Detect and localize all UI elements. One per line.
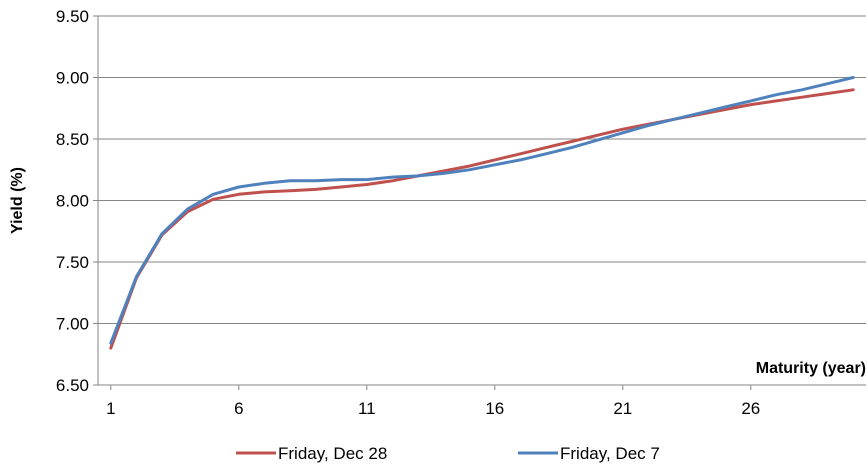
y-axis-title: Yield (%) [9,167,26,234]
y-tick-label: 8.50 [56,130,89,149]
y-tick-label: 6.50 [56,376,89,395]
series-lines [109,76,855,350]
x-tick-label: 6 [234,399,243,418]
x-tick-label: 21 [613,399,632,418]
y-tick-label: 7.50 [56,253,89,272]
legend-label-friday-dec-7: Friday, Dec 7 [560,444,660,463]
x-tick-label: 26 [741,399,760,418]
legend: Friday, Dec 28 Friday, Dec 7 [236,444,660,463]
y-tick-label: 8.00 [56,192,89,211]
series-line-1 [109,76,855,345]
x-axis-title: Maturity (year) [756,360,866,377]
tick-labels: 6.507.007.508.008.509.009.501 6 11 16 21 26 [56,7,760,418]
y-tick-label: 9.00 [56,69,89,88]
legend-label-friday-dec-28: Friday, Dec 28 [278,444,387,463]
x-tick-label: 16 [485,399,504,418]
gridlines [98,15,866,386]
x-tick-label: 1 [106,399,115,418]
axes [93,15,866,390]
series-line-0 [109,88,855,350]
y-tick-label: 9.50 [56,7,89,26]
y-tick-label: 7.00 [56,315,89,334]
x-tick-label: 11 [358,399,376,418]
